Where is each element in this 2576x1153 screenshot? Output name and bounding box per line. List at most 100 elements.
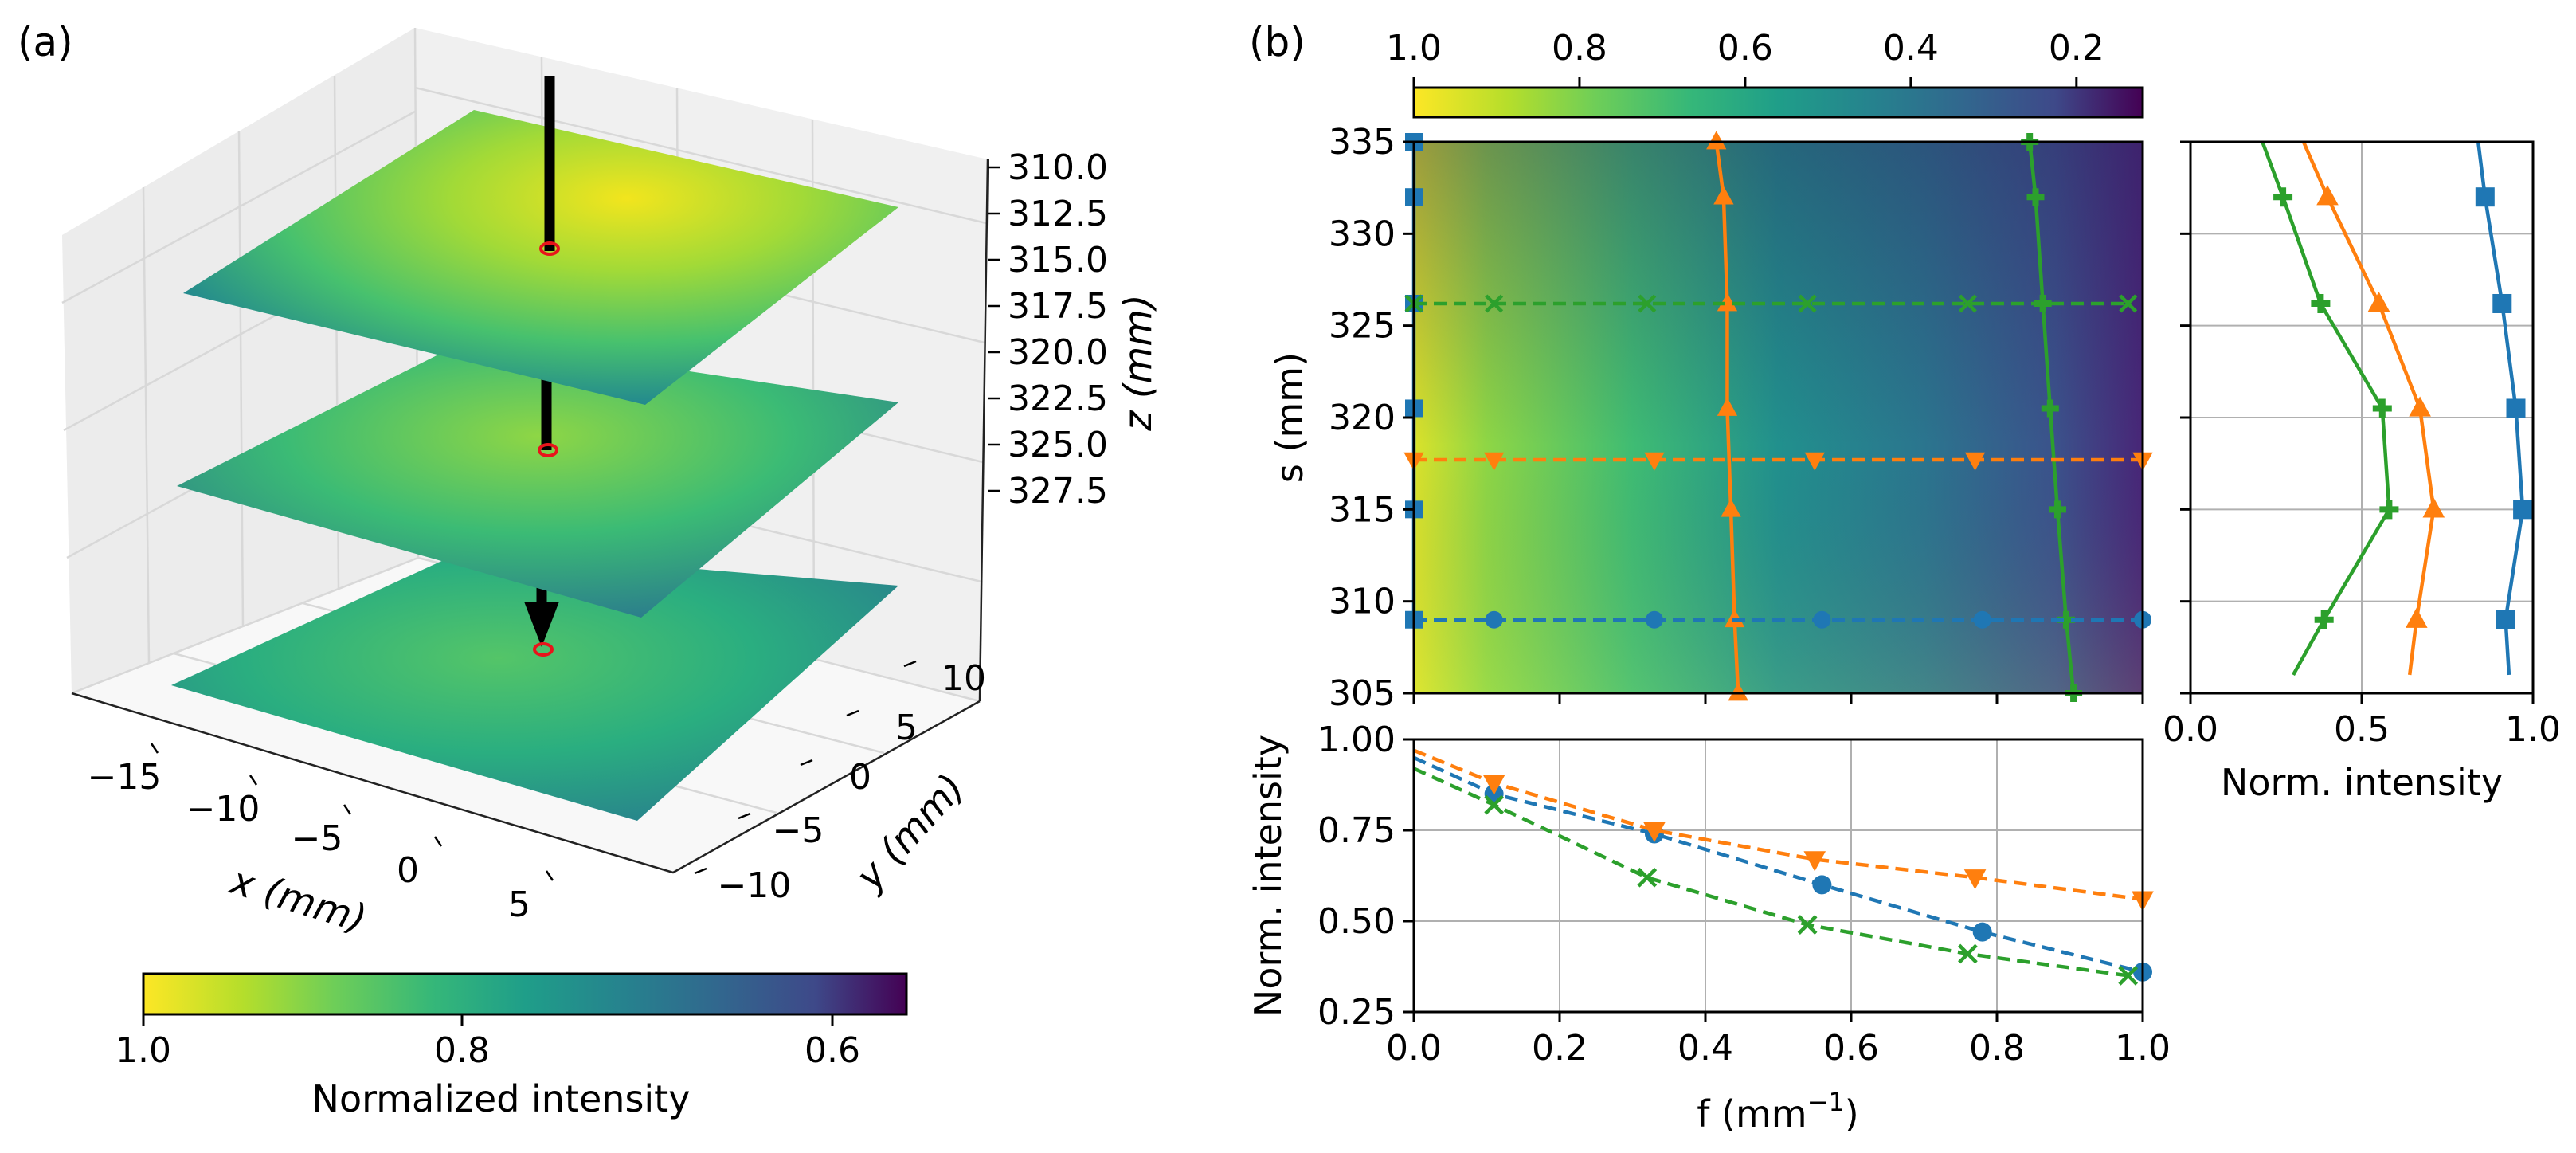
tick-label: 1.0: [2505, 709, 2561, 750]
data-point: [1706, 131, 1727, 150]
data-point: [1958, 943, 1978, 964]
tick-mark: [249, 775, 258, 786]
tick-mark: [545, 870, 554, 881]
tick-mark: [738, 812, 751, 820]
data-point: [2314, 610, 2334, 629]
data-point: [1637, 867, 1658, 888]
tick-label: 5: [895, 708, 918, 748]
data-point: [2406, 607, 2428, 628]
z-axis-label: z (mm): [1116, 294, 1161, 431]
tick-mark: [800, 759, 813, 767]
tick-label: 320.0: [1008, 332, 1108, 373]
data-point: [1958, 294, 1977, 313]
heatmap-axes: 305 310 315 320 325 330 335: [1329, 122, 2144, 714]
data-point: [1717, 397, 1738, 416]
colorbar-b-tick: 0.2: [2049, 28, 2104, 69]
tick-label: −10: [718, 865, 792, 906]
colorbar-b-tick: 1.0: [1386, 28, 1442, 69]
tick-label: 10: [942, 658, 986, 699]
data-point: [2041, 399, 2059, 418]
panel-a-colorbar: [142, 972, 908, 1016]
right-profile-plot: 0.0 0.5 1.0: [2163, 140, 2561, 750]
panel-b-colorbar: [1412, 86, 2144, 119]
data-point: [2048, 500, 2066, 519]
colorbar-b-tick: 0.8: [1552, 28, 1607, 69]
data-point: [2492, 293, 2512, 313]
colorbar-a-tick: 0.6: [805, 1030, 860, 1071]
tick-label: 320: [1329, 398, 1396, 438]
data-point: [1813, 610, 1831, 629]
intensity-plane-bottom: [171, 550, 898, 821]
data-point: [1717, 292, 1738, 312]
tick-mark: [433, 836, 443, 847]
data-point: [2372, 398, 2392, 418]
tick-mark: [150, 743, 159, 754]
tick-label: 312.5: [1008, 194, 1108, 234]
data-point: [2118, 966, 2139, 986]
data-point: [1482, 775, 1505, 795]
beam-spot-top: [539, 241, 560, 256]
data-point: [1804, 452, 1825, 471]
beam-spot-middle: [538, 443, 558, 457]
tick-label: 0.0: [2163, 709, 2218, 750]
data-point: [1798, 294, 1817, 313]
right-profile-panel: 0.0 0.5 1.0 Norm. intensity: [2163, 140, 2561, 804]
data-point: [1643, 822, 1666, 842]
intensity-plane-middle: [177, 339, 898, 618]
data-point: [1721, 498, 1741, 517]
data-point: [2316, 185, 2339, 206]
colorbar-a-tick: 0.8: [434, 1030, 490, 1071]
tick-label: 315: [1329, 489, 1396, 530]
tick-label: −5: [773, 810, 824, 851]
bottom-profile-panel: 0.0 0.2 0.4 0.6 0.8 1.0 0.25 0.50 0.75 1.00 f (mm…: [1247, 720, 2171, 1135]
bottom-x-label: f (mm−1): [1697, 1087, 1859, 1135]
heatmap-y-label: s (mm): [1268, 352, 1311, 483]
data-point: [1964, 452, 1986, 471]
tick-label: 0.25: [1317, 992, 1396, 1033]
data-point: [2409, 396, 2431, 417]
data-point: [1728, 682, 1748, 701]
data-point: [1485, 294, 1504, 313]
panel-b-colorbar-ticks: 1.0 0.8 0.6 0.4 0.2: [1386, 28, 2104, 88]
data-point: [2311, 293, 2331, 313]
data-point: [1812, 875, 1832, 895]
tick-label: 310.0: [1008, 147, 1108, 188]
data-point: [1963, 869, 1987, 890]
tick-label: 0.4: [1678, 1028, 1733, 1069]
tick-label: 327.5: [1008, 471, 1108, 512]
data-point: [2379, 500, 2399, 520]
colorbar-a-label: Normalized intensity: [312, 1077, 691, 1120]
data-point: [1973, 610, 1991, 629]
x-axis-label: x (mm): [224, 858, 371, 942]
data-point: [1797, 915, 1818, 935]
data-point: [2506, 398, 2526, 418]
series-line: [1413, 748, 2143, 901]
bottom-profile-plot: 0.0 0.2 0.4 0.6 0.8 1.0 0.25 0.50 0.75 1.00: [1317, 720, 2171, 1069]
tick-label: 315.0: [1008, 240, 1108, 280]
tick-label: 305: [1329, 673, 1396, 714]
tick-label: 335: [1329, 122, 1396, 163]
data-point: [1644, 452, 1665, 471]
tick-label: 325: [1329, 306, 1396, 347]
colorbar-b-tick: 0.6: [1717, 28, 1773, 69]
tick-label: 322.5: [1008, 378, 1108, 419]
data-point: [1484, 794, 1505, 815]
tick-label: 0: [849, 757, 871, 798]
tick-label: 310: [1329, 582, 1396, 622]
tick-label: 0.0: [1386, 1028, 1442, 1069]
bottom-y-label: Norm. intensity: [1247, 735, 1290, 1017]
series-line: [1413, 755, 2143, 975]
tick-label: 0.6: [1823, 1028, 1879, 1069]
data-point: [2273, 187, 2293, 207]
series-line: [2261, 141, 2391, 677]
3d-tick-labels: −15−10−505 −10−50510310.0312.5315.0317.53…: [88, 147, 1108, 925]
tick-label: 0.50: [1317, 901, 1396, 942]
tick-label: 5: [508, 884, 530, 925]
tick-label: 0.75: [1317, 810, 1396, 851]
data-point: [1713, 186, 1734, 205]
data-point: [2367, 291, 2390, 312]
data-point: [2496, 610, 2515, 629]
beam-spot-bottom: [533, 642, 554, 657]
tick-label: −15: [88, 757, 162, 798]
